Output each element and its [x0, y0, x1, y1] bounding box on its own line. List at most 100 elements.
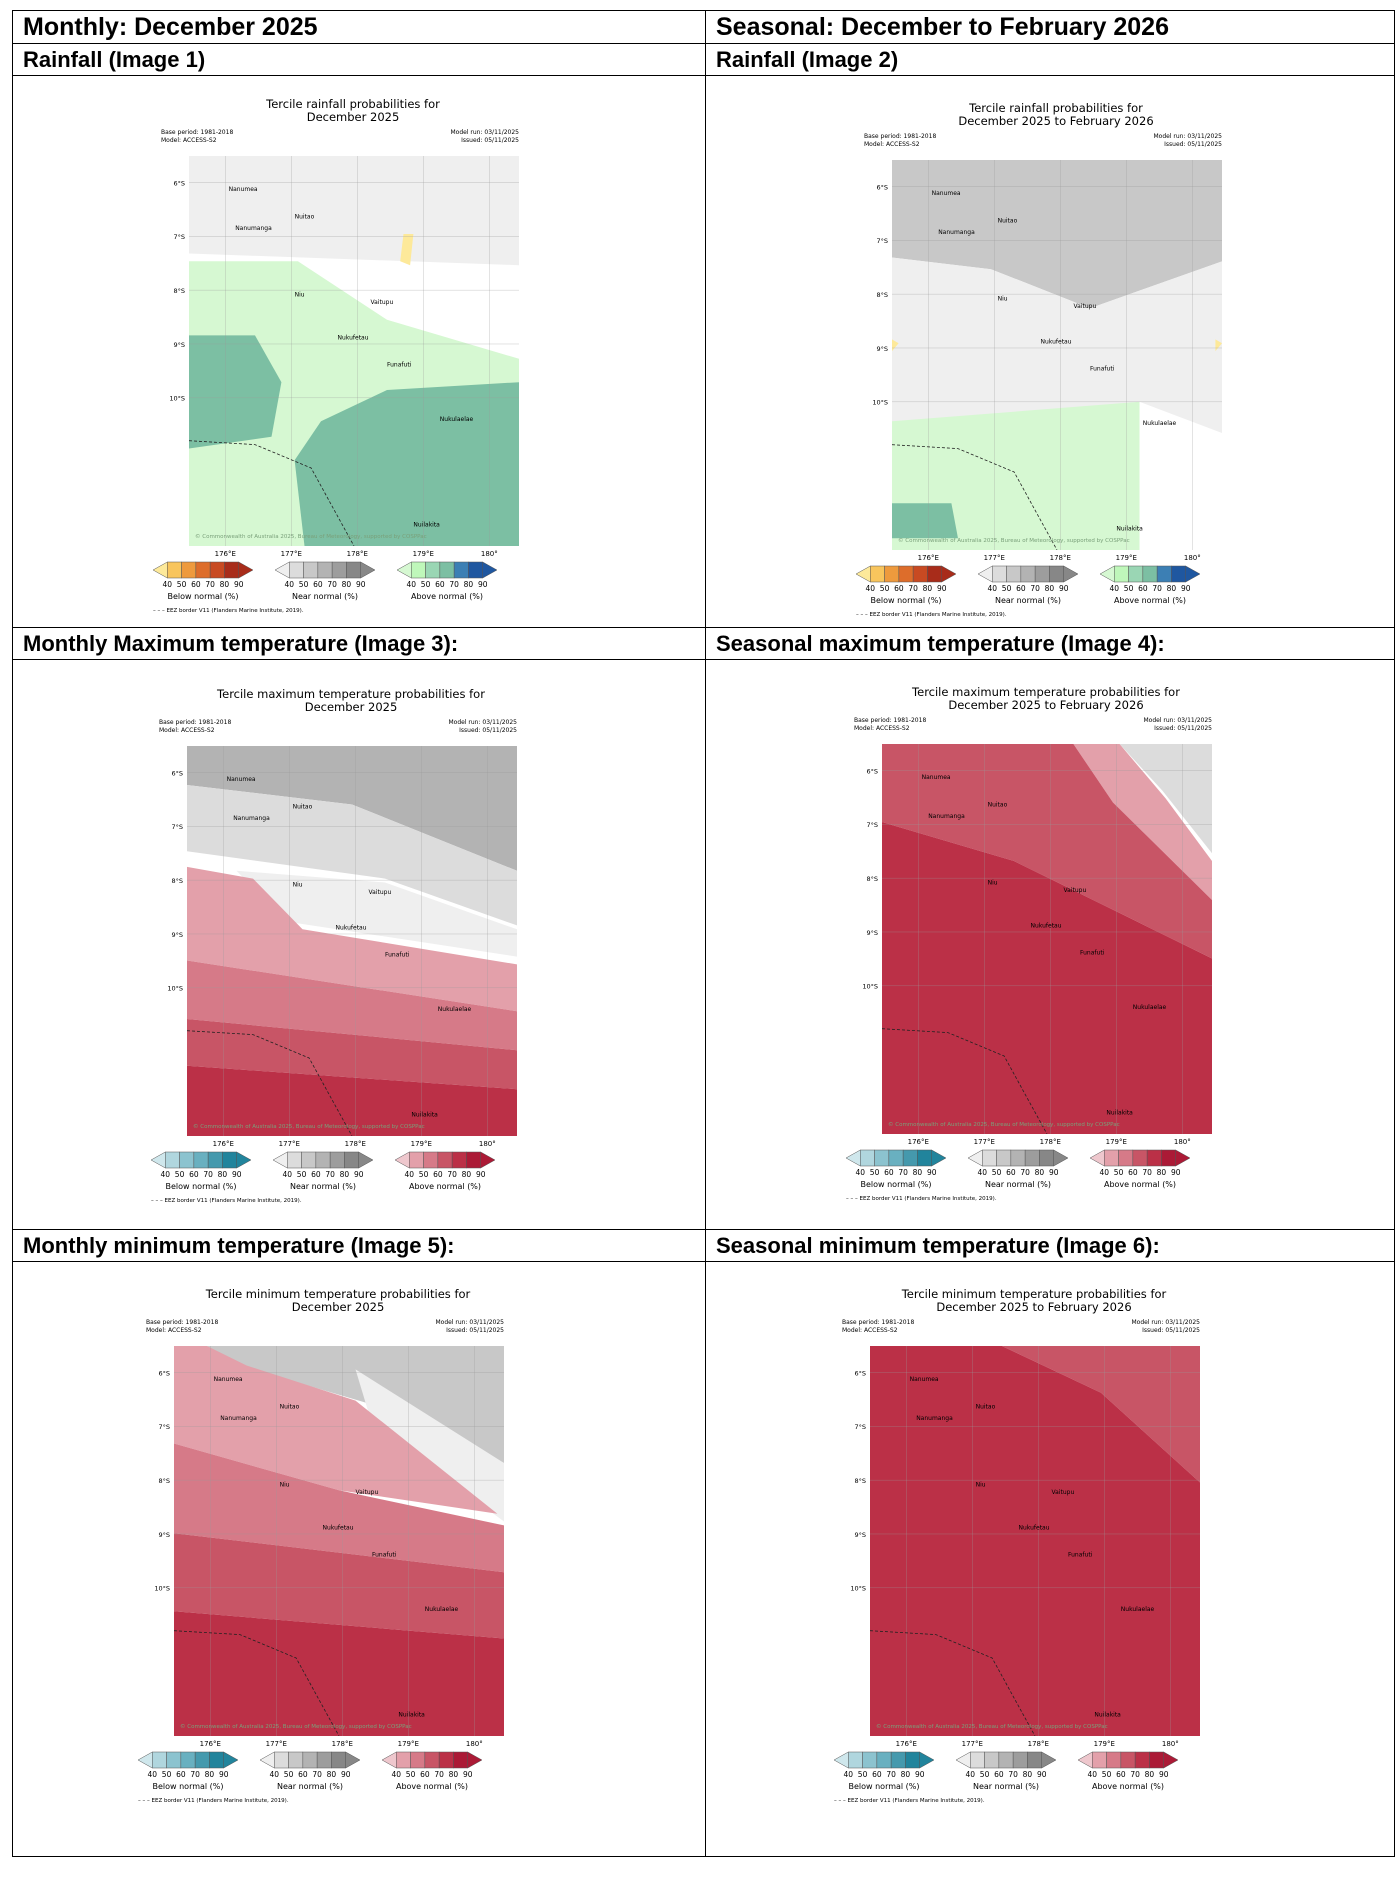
- map-copyright: © Commonwealth of Australia 2025, Bureau…: [898, 537, 1130, 544]
- latitude-label: 9°S: [158, 1531, 170, 1539]
- map-image-1: Tercile rainfall probabilities for Decemb…: [152, 94, 553, 619]
- colorbar-tick: 50: [406, 1770, 416, 1779]
- colorbar-tick: 60: [894, 584, 904, 593]
- longitude-label: 177°E: [281, 550, 302, 558]
- longitude-label: 179°E: [413, 550, 434, 558]
- colorbar-below-normal: 40 50 60 70 80 90 Below normal (%): [150, 1151, 252, 1191]
- colorbar-near-normal: 40 50 60 70 80 90 Near normal (%): [977, 565, 1079, 605]
- forecast-map-svg: Tercile minimum temperature probabilitie…: [833, 1287, 1200, 1804]
- colorbar-tick: 50: [299, 580, 309, 589]
- eez-border-line: [892, 444, 1058, 550]
- colorbar-label: Near normal (%): [292, 592, 358, 601]
- latitude-label: 10°S: [154, 1585, 170, 1593]
- colorbar-tick: 70: [886, 1770, 896, 1779]
- map-copyright: © Commonwealth of Australia 2025, Bureau…: [876, 1723, 1108, 1730]
- colorbar-tick: 50: [870, 1168, 880, 1177]
- colorbar-tick: 60: [994, 1770, 1004, 1779]
- island-label: Nanumanga: [235, 225, 272, 232]
- colorbar-tick: 40: [1110, 584, 1120, 593]
- island-label: Nukufetau: [338, 334, 369, 341]
- probability-region: [174, 1346, 498, 1514]
- map-title-line-1: Tercile rainfall probabilities for: [968, 101, 1143, 115]
- eez-border-line: [870, 1630, 1036, 1736]
- probability-region: [882, 822, 1212, 1134]
- colorbar-tick: 40: [270, 1770, 280, 1779]
- colorbar-tick: 40: [988, 584, 998, 593]
- island-label: Nukufetau: [1041, 338, 1072, 345]
- colorbar-tick: 70: [327, 580, 337, 589]
- colorbar-near-normal: 40 50 60 70 80 90 Near normal (%): [259, 1751, 361, 1791]
- base-period: Base period: 1981-2018: [864, 133, 936, 140]
- header-seasonal: Seasonal: December to February 2026: [705, 10, 1395, 44]
- eez-legend: – – – EEZ border V11 (Flanders Marine In…: [151, 1198, 302, 1204]
- longitude-label: 176°E: [896, 1740, 917, 1748]
- colorbar-tick: 70: [1142, 1168, 1152, 1177]
- longitude-label: 176°E: [213, 1140, 234, 1148]
- longitude-label: 180°: [1184, 554, 1201, 562]
- island-label: Niu: [988, 879, 998, 886]
- longitude-label: 178°E: [347, 550, 368, 558]
- colorbar-below-normal: 40 50 60 70 80 90 Below normal (%): [137, 1751, 239, 1791]
- colorbar-tick: 70: [1030, 584, 1040, 593]
- probability-region: [1073, 744, 1212, 900]
- colorbar-tick: 60: [1138, 584, 1148, 593]
- map-image-6: Tercile minimum temperature probabilitie…: [833, 1284, 1234, 1809]
- colorbar-label: Below normal (%): [860, 1180, 931, 1189]
- probability-region: [870, 1346, 1200, 1736]
- colorbar-label: Above normal (%): [1092, 1782, 1164, 1791]
- island-label: Nuilakita: [1106, 1110, 1133, 1117]
- probability-region: [174, 1533, 504, 1639]
- colorbar-label: Above normal (%): [411, 592, 483, 601]
- map-copyright: © Commonwealth of Australia 2025, Bureau…: [180, 1723, 412, 1730]
- base-period: Base period: 1981-2018: [159, 719, 231, 726]
- island-label: Nuitao: [293, 803, 313, 810]
- forecast-table: Monthly: December 2025 Seasonal: Decembe…: [12, 10, 1395, 1857]
- colorbar-label: Below normal (%): [165, 1182, 236, 1191]
- colorbar-below-normal: 40 50 60 70 80 90 Below normal (%): [855, 565, 957, 605]
- model-run: Model run: 03/11/2025: [1131, 1319, 1200, 1326]
- latitude-label: 7°S: [854, 1423, 866, 1431]
- colorbar-tick: 40: [966, 1770, 976, 1779]
- colorbar-tick: 60: [420, 1770, 430, 1779]
- colorbar-label: Below normal (%): [848, 1782, 919, 1791]
- colorbar-tick: 70: [205, 580, 215, 589]
- eez-border-line: [187, 1030, 353, 1136]
- colorbar-tick: 40: [1100, 1168, 1110, 1177]
- issued-date: Issued: 05/11/2025: [446, 1327, 504, 1334]
- colorbar-tick: 60: [311, 1170, 321, 1179]
- colorbar-tick: 70: [203, 1170, 213, 1179]
- latitude-label: 8°S: [866, 875, 878, 883]
- colorbar-near-normal: 40 50 60 70 80 90 Near normal (%): [274, 561, 376, 601]
- latitude-label: 10°S: [872, 399, 888, 407]
- colorbar-tick: 50: [297, 1170, 307, 1179]
- colorbar-tick: 50: [980, 1770, 990, 1779]
- map-title-line-2: December 2025: [305, 700, 398, 714]
- island-label: Nanumea: [932, 190, 961, 197]
- probability-region: [174, 1443, 504, 1573]
- colorbar-label: Near normal (%): [985, 1180, 1051, 1189]
- island-label: Nukulaelae: [425, 1606, 459, 1613]
- colorbar-tick: 50: [162, 1770, 172, 1779]
- colorbar-tick: 80: [923, 584, 933, 593]
- probability-region: [355, 1369, 504, 1522]
- colorbar-tick: 70: [447, 1170, 457, 1179]
- colorbar-tick: 80: [342, 580, 352, 589]
- island-label: Nuilakita: [413, 522, 440, 529]
- island-label: Niu: [295, 291, 305, 298]
- latitude-label: 6°S: [876, 183, 888, 191]
- probability-region: [174, 1611, 504, 1736]
- probability-region: [189, 156, 519, 266]
- eez-legend: – – – EEZ border V11 (Flanders Marine In…: [834, 1798, 985, 1804]
- issued-date: Issued: 05/11/2025: [461, 137, 519, 144]
- base-period: Base period: 1981-2018: [842, 1319, 914, 1326]
- island-label: Nukulaelae: [1133, 1004, 1167, 1011]
- colorbar-tick: 60: [1006, 1168, 1016, 1177]
- latitude-label: 7°S: [866, 821, 878, 829]
- longitude-label: 176°E: [908, 1138, 929, 1146]
- island-label: Vaitupu: [1052, 1489, 1075, 1496]
- island-label: Nuilakita: [1116, 526, 1143, 533]
- colorbar-tick: 90: [915, 1770, 925, 1779]
- map-title-line-2: December 2025 to February 2026: [936, 1300, 1131, 1314]
- probability-region: [882, 744, 1212, 959]
- colorbar-tick: 70: [434, 1770, 444, 1779]
